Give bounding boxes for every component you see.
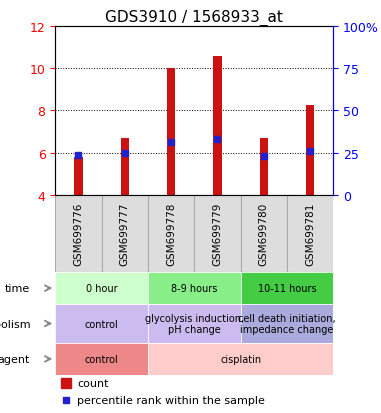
Bar (55, 196, 102, 272)
Bar (194, 196, 241, 272)
Text: cell death initiation,
impedance change: cell death initiation, impedance change (238, 313, 336, 335)
Text: GSM699778: GSM699778 (166, 202, 176, 266)
Bar (102, 196, 148, 272)
Text: agent: agent (0, 354, 30, 364)
Bar (287, 196, 333, 272)
Text: GSM699776: GSM699776 (74, 202, 83, 266)
Bar (74, 158, 83, 196)
Text: control: control (85, 319, 118, 329)
Text: count: count (77, 379, 109, 389)
Text: metabolism: metabolism (0, 319, 30, 329)
Bar (241, 272, 333, 304)
Text: GSM699780: GSM699780 (259, 202, 269, 266)
Text: 8-9 hours: 8-9 hours (171, 283, 218, 293)
Text: glycolysis induction,
pH change: glycolysis induction, pH change (145, 313, 244, 335)
Bar (55, 343, 148, 375)
Title: GDS3910 / 1568933_at: GDS3910 / 1568933_at (106, 9, 283, 26)
Text: GSM699777: GSM699777 (120, 202, 130, 266)
Bar (148, 196, 194, 272)
Text: percentile rank within the sample: percentile rank within the sample (77, 395, 266, 406)
Bar (148, 343, 333, 375)
Bar (167, 69, 175, 196)
Bar (241, 196, 287, 272)
Bar (260, 139, 268, 196)
Bar (213, 57, 222, 196)
Bar (55, 304, 148, 343)
Bar (148, 304, 241, 343)
Text: 0 hour: 0 hour (86, 283, 117, 293)
Text: cisplatin: cisplatin (220, 354, 261, 364)
Bar (148, 272, 241, 304)
Text: GSM699779: GSM699779 (213, 202, 223, 266)
Text: time: time (5, 283, 30, 293)
Text: control: control (85, 354, 118, 364)
Text: 10-11 hours: 10-11 hours (258, 283, 316, 293)
Bar (306, 106, 314, 196)
Bar (121, 139, 129, 196)
Text: GSM699781: GSM699781 (305, 202, 315, 266)
Bar (241, 304, 333, 343)
Bar (55, 272, 148, 304)
